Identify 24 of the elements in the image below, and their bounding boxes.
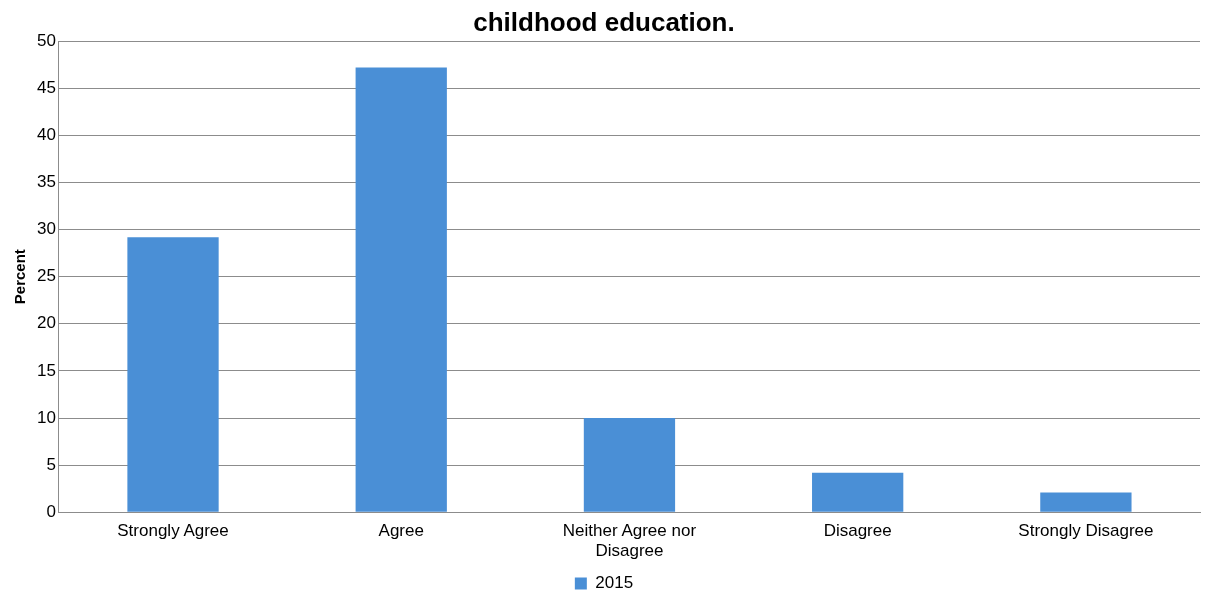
y-tick-label: 45 [36, 77, 56, 97]
x-tick-label: Strongly Agree [117, 521, 229, 541]
bar [127, 237, 219, 512]
x-tick-label: Neither Agree nor Disagree [562, 521, 697, 561]
y-tick-label: 20 [36, 313, 56, 333]
y-tick-label: 30 [36, 219, 56, 239]
x-tick-label: Strongly Disagree [1018, 521, 1154, 541]
bar [1040, 492, 1132, 512]
chart-title: childhood education. [473, 6, 735, 37]
y-tick-label: 50 [36, 30, 56, 50]
y-tick-label: 15 [36, 360, 56, 380]
y-tick-label: 35 [36, 172, 56, 192]
y-tick-label: 0 [46, 501, 56, 521]
y-axis-title: Percent [11, 249, 29, 305]
bar [583, 418, 676, 512]
bar [812, 472, 904, 512]
y-tick-label: 10 [36, 407, 56, 427]
x-tick-label: Disagree [823, 521, 892, 541]
legend-label: 2015 [595, 573, 634, 593]
y-tick-label: 25 [36, 266, 56, 286]
x-tick-label: Agree [378, 521, 424, 541]
y-tick-label: 5 [46, 454, 56, 474]
bar [355, 67, 447, 512]
y-tick-label: 40 [36, 125, 56, 145]
